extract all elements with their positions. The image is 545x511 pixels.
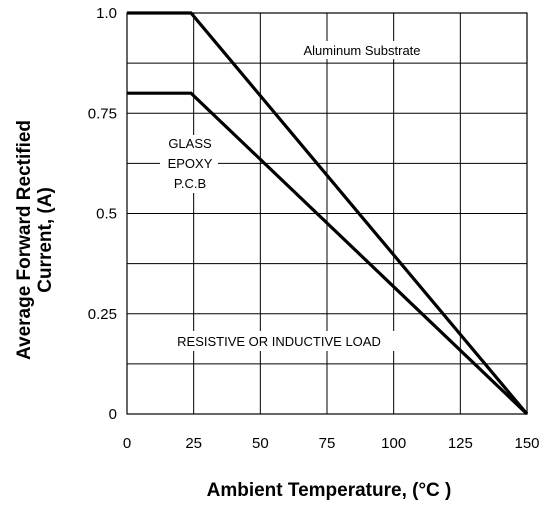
tick-labels: 0 25 50 75 100 125 150 0 0.25 0.5 0.75 1.0 (88, 5, 540, 452)
y-axis-title-line-2: Current, (A) (35, 187, 56, 293)
x-tick-label: 25 (185, 435, 202, 452)
x-tick-label: 0 (123, 435, 131, 452)
y-tick-label: 0.75 (88, 105, 117, 122)
annotations: Aluminum Substrate GLASS EPOXY P.C.B RESISTI… (145, 41, 440, 351)
annotation-resistive-inductive-load: RESISTIVE OR INDUCTIVE LOAD (177, 334, 381, 349)
series-line-glass-epoxy (127, 91, 529, 416)
annotation-aluminum-bg (282, 41, 440, 59)
grid (126, 12, 528, 415)
y-tick-label: 1.0 (96, 5, 117, 22)
annotation-glass-bg (160, 135, 218, 193)
series-lines (127, 11, 529, 416)
annotation-glass-epoxy-line: EPOXY (168, 156, 213, 171)
x-axis-title: Ambient Temperature, (°C ) (207, 480, 452, 501)
series-line-aluminum (127, 11, 529, 416)
y-tick-label: 0.25 (88, 306, 117, 323)
x-tick-label: 50 (252, 435, 269, 452)
plot-frame (126, 12, 528, 415)
annotation-glass-epoxy-line: GLASS (168, 136, 212, 151)
annotation-load-bg (145, 331, 413, 351)
x-tick-label: 125 (448, 435, 473, 452)
x-tick-label: 100 (381, 435, 406, 452)
y-tick-label: 0 (109, 406, 117, 423)
annotation-aluminum-substrate: Aluminum Substrate (303, 43, 420, 58)
y-tick-label: 0.5 (96, 206, 117, 223)
y-axis-title-line-1: Average Forward Rectified (14, 120, 35, 360)
annotation-glass-epoxy-line: P.C.B (174, 176, 206, 191)
x-tick-label: 150 (514, 435, 539, 452)
y-axis-title: Average Forward Rectified Current, (A) (14, 120, 56, 360)
x-tick-label: 75 (319, 435, 336, 452)
